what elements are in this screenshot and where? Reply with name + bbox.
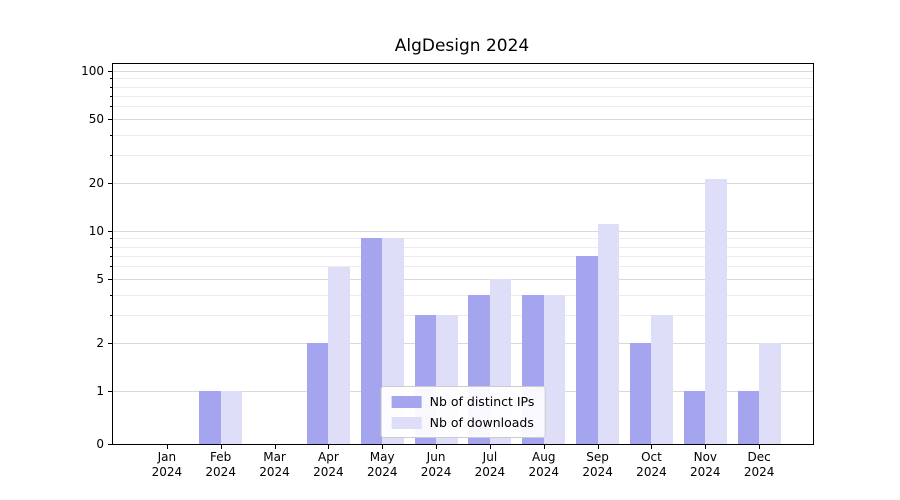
- bar-distinct-ips: [306, 342, 329, 444]
- x-tick: [543, 445, 545, 449]
- y-tick-label: 10: [88, 224, 104, 238]
- x-tick-label: Jan 2024: [151, 450, 183, 479]
- y-minor-tick: [110, 154, 112, 156]
- y-minor-tick: [110, 255, 112, 257]
- x-tick: [597, 445, 599, 449]
- y-tick-label: 2: [96, 335, 104, 350]
- y-minor-tick: [110, 134, 112, 136]
- x-tick-label: Dec 2024: [743, 450, 775, 479]
- x-tick-label: May 2024: [366, 450, 398, 479]
- bar-downloads: [651, 314, 673, 444]
- legend: Nb of distinct IPs Nb of downloads: [380, 386, 546, 438]
- x-tick-label: Jul 2024: [474, 450, 506, 479]
- bar-downloads: [543, 294, 566, 444]
- y-major-tick: [108, 279, 112, 281]
- y-minor-tick: [110, 78, 112, 80]
- y-major-tick: [108, 391, 112, 392]
- y-minor-gridline: [113, 106, 813, 108]
- y-minor-tick: [110, 314, 112, 316]
- legend-swatch-distinct-ips: [391, 395, 422, 408]
- x-tick-label: Feb 2024: [205, 450, 236, 479]
- y-minor-gridline: [113, 154, 813, 156]
- legend-label-downloads: Nb of downloads: [429, 415, 534, 430]
- y-major-gridline: [113, 119, 813, 121]
- bar-distinct-ips: [683, 391, 706, 444]
- x-tick: [436, 445, 438, 449]
- x-tick-label: Jun 2024: [420, 450, 452, 479]
- y-major-tick: [108, 342, 112, 344]
- y-major-tick: [108, 444, 112, 445]
- x-tick: [274, 445, 276, 449]
- x-tick-label: Oct 2024: [636, 450, 667, 479]
- x-tick-label: Apr 2024: [313, 450, 344, 479]
- bar-downloads: [705, 179, 727, 444]
- legend-label-distinct-ips: Nb of distinct IPs: [429, 394, 535, 409]
- y-minor-gridline: [113, 95, 813, 97]
- bar-downloads: [328, 266, 350, 444]
- legend-item-downloads: Nb of downloads: [391, 415, 535, 430]
- y-minor-tick: [110, 86, 112, 88]
- y-minor-gridline: [113, 78, 813, 80]
- x-tick: [328, 445, 330, 449]
- x-tick: [651, 445, 653, 449]
- bar-distinct-ips: [737, 391, 760, 444]
- y-tick-label: 5: [96, 272, 104, 287]
- y-major-gridline: [113, 71, 813, 72]
- y-minor-tick: [110, 106, 112, 108]
- y-minor-tick: [110, 246, 112, 248]
- y-tick-label: 50: [88, 112, 104, 127]
- x-tick-label: Aug 2024: [528, 450, 560, 479]
- bar-downloads: [759, 342, 781, 444]
- y-major-tick: [108, 71, 112, 72]
- x-tick-label: Mar 2024: [259, 450, 290, 479]
- x-tick: [166, 445, 168, 449]
- bar-distinct-ips: [576, 255, 598, 444]
- x-tick: [220, 445, 222, 449]
- x-tick: [489, 445, 491, 449]
- y-tick-label: 1: [96, 384, 104, 398]
- y-minor-tick: [110, 95, 112, 97]
- chart-title: AlgDesign 2024: [394, 36, 530, 56]
- bar-distinct-ips: [360, 238, 383, 444]
- x-tick: [705, 445, 707, 449]
- legend-swatch-downloads: [391, 416, 422, 429]
- y-tick-label: 20: [88, 175, 104, 190]
- y-minor-gridline: [113, 134, 813, 136]
- y-minor-tick: [110, 266, 112, 268]
- x-tick-label: Nov 2024: [690, 450, 721, 479]
- bar-downloads: [220, 391, 243, 444]
- y-major-tick: [108, 182, 112, 184]
- y-major-tick: [108, 119, 112, 121]
- y-minor-tick: [110, 294, 112, 296]
- x-tick: [759, 445, 761, 449]
- bar-distinct-ips: [629, 342, 652, 444]
- x-tick-label: Sep 2024: [582, 450, 613, 479]
- y-tick-label: 100: [81, 64, 104, 78]
- y-tick-label: 0: [96, 437, 104, 451]
- bar-downloads: [597, 224, 620, 444]
- y-minor-gridline: [113, 86, 813, 88]
- y-major-tick: [108, 231, 112, 232]
- plot-area: Nb of distinct IPs Nb of downloads 0 1 2 5 1…: [81, 63, 814, 479]
- bar-distinct-ips: [199, 391, 221, 444]
- x-tick: [382, 445, 384, 449]
- legend-item-distinct-ips: Nb of distinct IPs: [391, 394, 535, 409]
- y-minor-tick: [110, 238, 112, 240]
